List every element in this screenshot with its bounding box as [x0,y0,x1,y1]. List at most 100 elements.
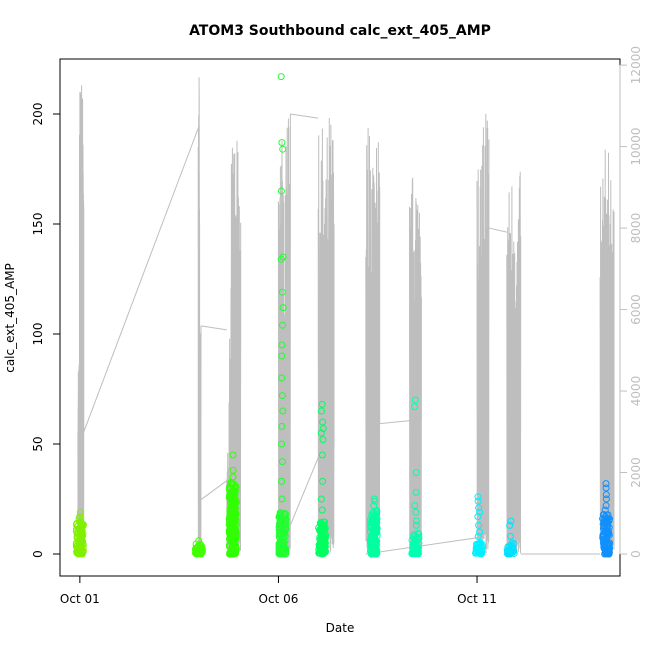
data-point [195,537,203,545]
data-point [373,507,381,515]
data-point [370,502,378,510]
data-point [229,546,237,554]
data-point [227,498,234,506]
data-point [197,543,205,551]
point-cluster [408,396,423,558]
y-axis-label: calc_ext_405_AMP [3,263,17,373]
data-point [476,508,484,516]
point-series [72,73,614,558]
data-point [508,549,516,557]
data-point [196,541,204,549]
data-point [319,436,327,444]
data-point [278,495,286,503]
y-tick-label: 0 [31,550,45,558]
data-point [411,403,419,411]
point-cluster [225,451,240,558]
data-point [370,541,378,549]
data-point [600,539,607,547]
data-point [317,495,325,503]
x-axis: Oct 01 Oct 06 Oct 11 [60,575,497,606]
data-point [474,497,482,505]
data-point [604,530,612,538]
data-point [77,537,85,544]
data-point [602,484,610,492]
data-point [227,480,235,487]
data-point [603,524,611,532]
data-point [318,407,325,415]
line-connector [198,480,228,502]
data-point [319,418,327,426]
data-point [78,527,86,535]
data-point [279,407,287,415]
line-cluster [365,127,381,555]
data-point [412,543,420,550]
x-axis-label: Date [326,621,355,635]
data-point [602,502,610,510]
data-point [603,511,610,519]
data-point [475,521,483,529]
data-point [231,500,239,508]
data-point [282,515,290,523]
data-point [412,541,420,549]
y-tick-label: 100 [31,323,45,346]
data-point [411,502,419,510]
data-point [278,477,286,485]
data-point [507,517,515,525]
y2-tick-label: 0 [629,550,643,558]
data-point [278,422,286,430]
data-point [277,535,285,543]
data-point [368,544,376,552]
point-cluster [275,73,290,558]
data-point [276,524,284,531]
data-point [373,510,381,518]
data-point [601,550,609,558]
line-cluster [599,149,615,554]
data-point [369,515,377,523]
y2-tick-label: 12000 [629,46,643,84]
data-point [76,508,84,516]
y-axis-left: 0 50 100 150 200 [31,103,61,558]
data-point [371,521,379,529]
data-point [318,538,326,545]
data-point [227,500,235,508]
data-point [412,508,420,516]
data-point [278,548,286,556]
data-point [604,519,612,527]
data-point [600,525,607,533]
data-point [73,542,81,550]
data-point [278,139,286,147]
data-point [226,491,234,499]
data-point [229,451,237,459]
plot-frame [59,58,621,577]
y-tick-label: 200 [31,103,45,126]
point-cluster [472,493,486,558]
point-cluster [315,400,330,558]
line-cluster [77,85,85,553]
y2-tick-label: 6000 [629,294,643,325]
data-point [232,547,240,555]
data-point [602,491,610,499]
data-point [198,548,206,556]
data-point [231,548,239,556]
data-point [279,321,286,329]
data-point [318,400,326,408]
data-point [278,352,286,360]
x-tick-label: Oct 01 [60,592,100,606]
data-point [317,524,325,532]
data-point [316,519,324,527]
data-point [79,548,87,556]
data-point [277,255,285,263]
data-point [229,466,237,474]
data-point [278,288,286,296]
data-point [229,473,237,481]
point-cluster [599,480,614,558]
data-point [315,549,323,557]
data-point [278,341,286,349]
data-point [76,513,84,521]
data-point [605,550,613,558]
line-series [77,77,615,555]
y2-tick-label: 2000 [629,457,643,488]
chart-title: ATOM3 Southbound calc_ext_405_AMP [189,23,491,39]
data-point [318,451,326,459]
line-cluster [277,114,291,554]
